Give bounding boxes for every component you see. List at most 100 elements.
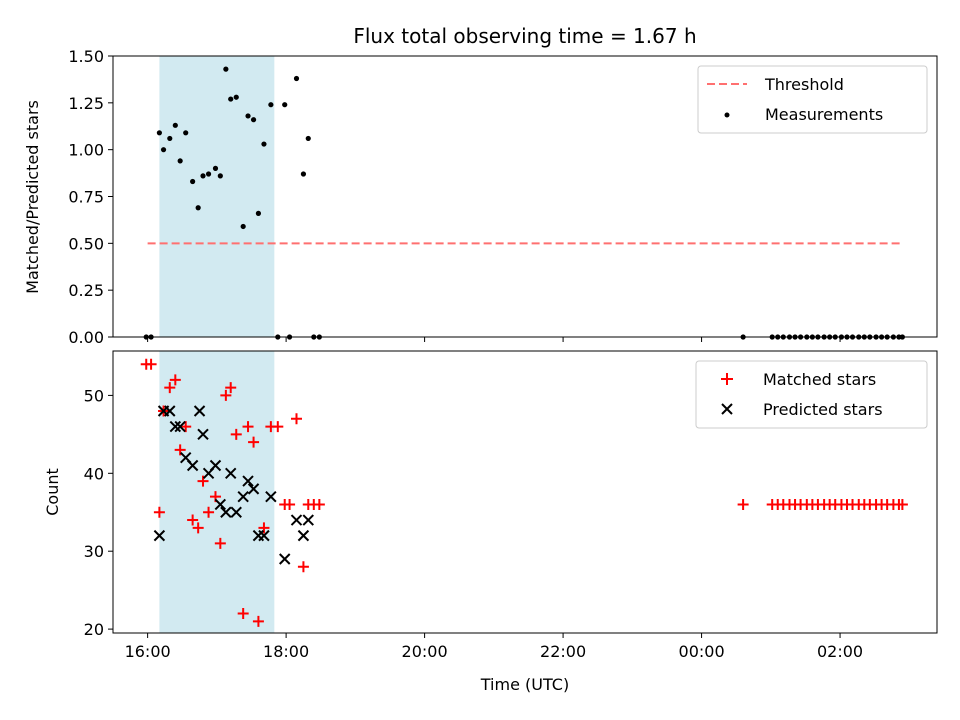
measurement-point	[255, 210, 262, 216]
observing-window-shade	[159, 351, 275, 633]
predicted-star-point	[169, 420, 182, 433]
x-tick-label: 00:00	[679, 642, 725, 661]
matched-star-point	[164, 382, 176, 394]
observing-window-shade	[159, 56, 275, 337]
bottom-y-tick-label: 30	[84, 542, 104, 561]
bottom-y-tick-label: 50	[84, 386, 104, 405]
measurement-point	[212, 165, 219, 171]
measurement-point	[177, 158, 183, 164]
measurement-point	[217, 173, 223, 179]
measurement-point	[167, 135, 173, 142]
legend-matched: Matched stars	[763, 370, 876, 389]
measurement-point	[190, 178, 196, 185]
matched-star-point	[230, 428, 242, 440]
predicted-star-point	[220, 506, 232, 518]
legend-predicted: Predicted stars	[763, 400, 883, 419]
top-y-tick-label: 1.50	[68, 47, 104, 66]
top-y-tick-label: 1.25	[68, 94, 104, 113]
matched-star-point	[248, 436, 260, 448]
measurement-point	[223, 66, 229, 72]
matched-star-point	[169, 374, 181, 386]
matched-legend-swatch	[721, 373, 733, 385]
matched-star-point	[220, 389, 232, 401]
measurement-point	[156, 130, 162, 136]
predicted-star-point	[209, 459, 222, 472]
top-y-tick-label: 1.00	[68, 141, 104, 160]
measurements-legend-swatch	[724, 112, 730, 118]
flux-ratio-panel: Flux total observing time = 1.67 h 0.00 0…	[23, 24, 938, 347]
measurement-point	[293, 75, 300, 82]
matched-star-point	[180, 421, 192, 433]
matched-star-point	[290, 413, 302, 425]
predicted-legend-swatch	[721, 403, 733, 415]
matched-star-point	[896, 498, 908, 510]
x-tick-label: 20:00	[402, 642, 448, 661]
predicted-star-point	[247, 483, 260, 495]
measurement-point	[305, 135, 311, 142]
legend-measurements: Measurements	[765, 105, 883, 124]
bottom-y-axis-label: Count	[43, 468, 62, 516]
matched-star-point	[192, 522, 204, 534]
matched-star-point	[297, 561, 309, 573]
x-tick-label: 22:00	[540, 642, 586, 661]
measurement-point	[195, 205, 201, 211]
matched-star-point	[284, 498, 296, 510]
predicted-star-point	[258, 529, 270, 542]
top-y-tick-label: 0.25	[68, 281, 104, 300]
matched-star-point	[174, 444, 186, 456]
predicted-star-point	[225, 467, 237, 480]
bottom-legend-box	[695, 360, 928, 429]
chart-title: Flux total observing time = 1.67 h	[353, 24, 696, 48]
measurement-point	[245, 113, 251, 119]
measurement-point	[261, 141, 267, 147]
matched-star-point	[225, 382, 237, 394]
x-tick-label: 02:00	[817, 642, 863, 661]
predicted-star-point	[230, 506, 242, 518]
predicted-star-point	[153, 529, 166, 542]
top-y-tick-label: 0.50	[68, 234, 104, 253]
top-legend: Threshold Measurements	[697, 65, 928, 134]
predicted-star-point	[164, 405, 176, 417]
predicted-star-point	[242, 475, 254, 487]
matched-star-point	[237, 608, 249, 620]
measurement-point	[282, 102, 288, 108]
bottom-y-tick-label: 40	[84, 464, 104, 483]
measurement-point	[250, 117, 257, 123]
predicted-star-point	[186, 459, 199, 472]
predicted-star-point	[265, 490, 277, 503]
measurement-point	[205, 171, 212, 177]
matched-star-point	[203, 506, 215, 518]
predicted-star-point	[197, 428, 209, 441]
matched-star-point	[242, 421, 254, 433]
measurement-point	[268, 102, 274, 108]
predicted-star-point	[290, 514, 303, 526]
matched-star-point	[252, 615, 264, 627]
top-legend-box	[697, 65, 928, 134]
x-tick-label: 18:00	[263, 642, 309, 661]
matched-star-point	[197, 475, 209, 487]
bottom-legend: Matched stars Predicted stars	[695, 360, 928, 429]
predicted-star-point	[193, 405, 206, 417]
measurement-point	[200, 173, 206, 179]
x-tick-label: 16:00	[125, 642, 171, 661]
matched-star-point	[258, 522, 270, 534]
top-y-tick-label: 0.75	[68, 188, 104, 207]
measurement-point	[228, 96, 234, 102]
predicted-star-point	[237, 490, 249, 503]
measurement-point	[233, 94, 239, 100]
matched-star-point	[153, 506, 165, 518]
measurement-point	[183, 130, 189, 136]
measurement-point	[300, 171, 307, 177]
bottom-axes-frame	[112, 350, 938, 634]
matched-star-point	[187, 514, 199, 526]
matched-star-point	[313, 498, 325, 510]
matched-star-point	[272, 421, 284, 433]
measurement-point	[160, 147, 167, 153]
predicted-star-point	[174, 420, 186, 433]
x-axis-label: Time (UTC)	[480, 675, 569, 694]
top-y-tick-label: 0.00	[68, 328, 104, 347]
measurement-point	[240, 223, 246, 230]
predicted-star-point	[279, 553, 291, 565]
